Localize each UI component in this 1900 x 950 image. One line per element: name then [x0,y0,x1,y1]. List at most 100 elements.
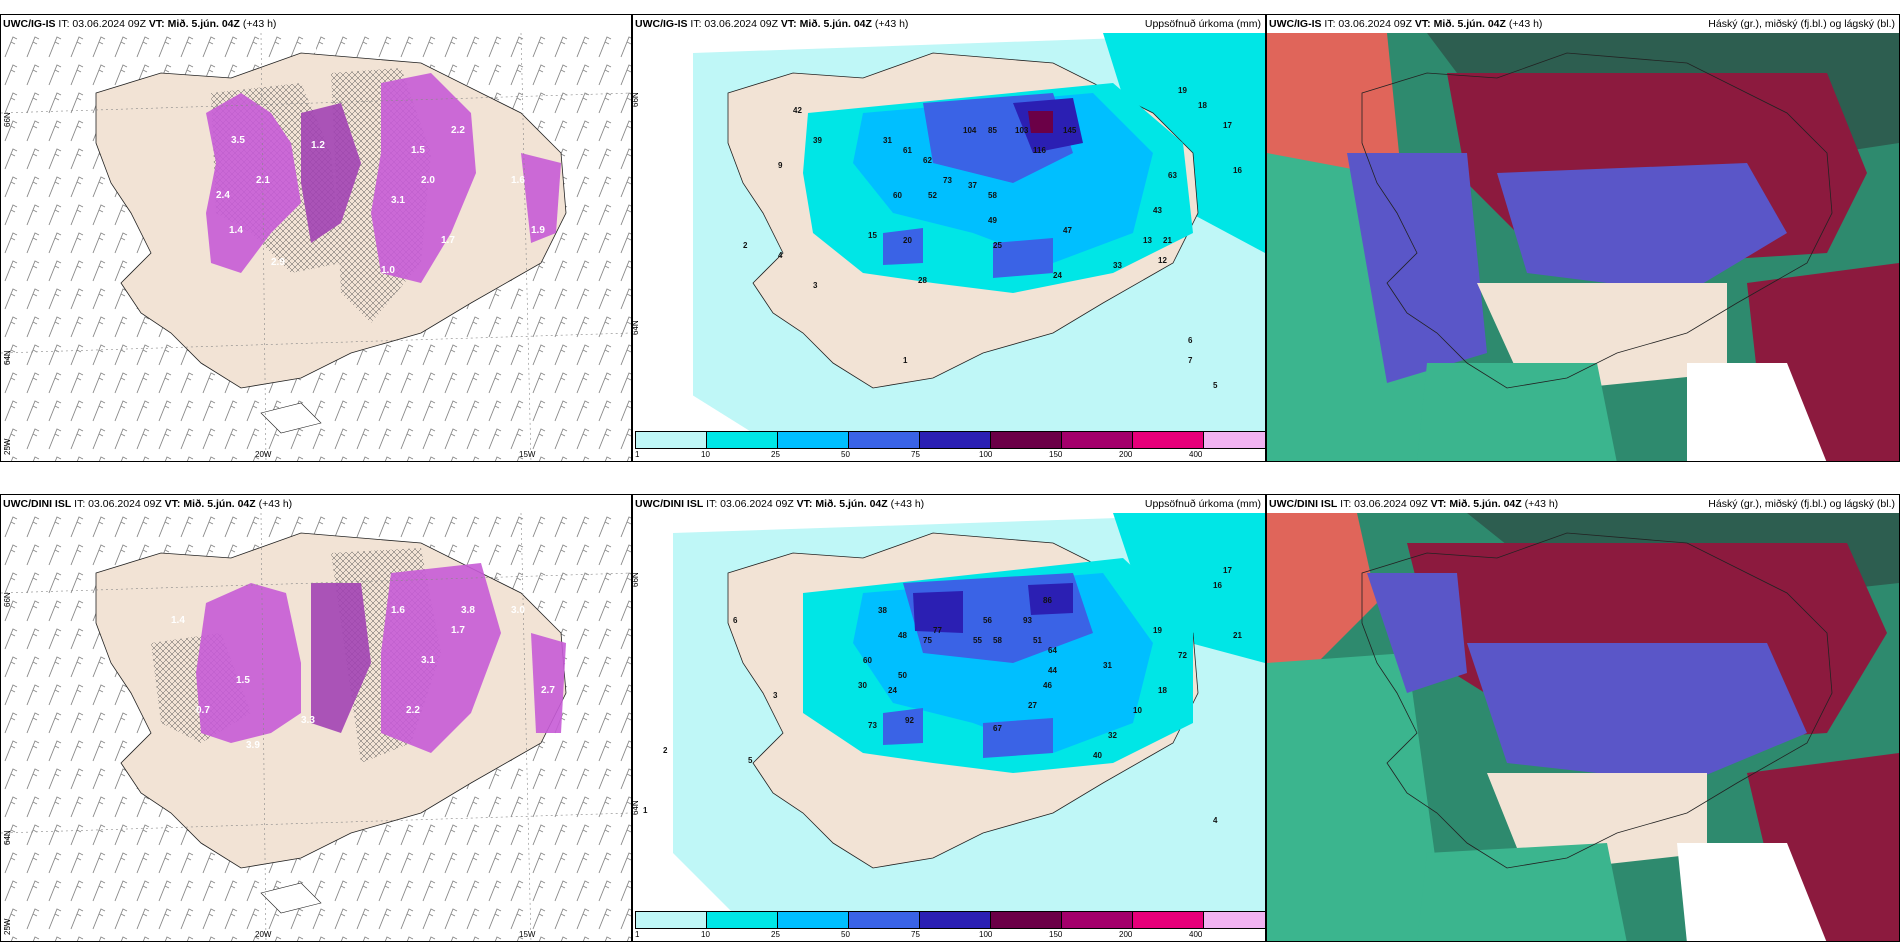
svg-text:1.2: 1.2 [311,140,325,151]
svg-text:6: 6 [733,616,738,625]
svg-text:20: 20 [903,236,912,245]
svg-text:5: 5 [748,756,753,765]
svg-text:55: 55 [973,636,982,645]
iceland-map: 1.4 0.7 1.5 3.3 3.9 2.2 3.1 1.7 3.8 3.0 … [1,513,631,941]
cloud-map [1267,513,1899,941]
svg-text:1.5: 1.5 [236,675,250,686]
svg-text:1.7: 1.7 [451,625,465,636]
svg-text:10: 10 [1133,706,1142,715]
svg-text:50: 50 [898,671,907,680]
svg-text:2: 2 [663,746,668,755]
svg-text:3.9: 3.9 [246,740,260,751]
cloud-map [1267,33,1899,461]
svg-text:3.1: 3.1 [391,195,405,206]
svg-text:2.0: 2.0 [421,175,435,186]
iceland-map: 42 39 31 61 62 104 85 103 145 116 19 18 … [633,33,1265,433]
colorbar-bin [1062,432,1133,448]
svg-text:39: 39 [813,136,822,145]
svg-text:3.1: 3.1 [421,655,435,666]
svg-text:16: 16 [1233,166,1242,175]
svg-text:116: 116 [1033,146,1046,155]
svg-text:145: 145 [1063,126,1077,135]
snow-area [206,93,301,273]
svg-text:3: 3 [813,281,818,290]
svg-text:63: 63 [1168,171,1177,180]
svg-text:19: 19 [1153,626,1162,635]
svg-text:1.4: 1.4 [171,615,185,626]
svg-text:4: 4 [1213,816,1218,825]
svg-text:60: 60 [893,191,902,200]
svg-text:24: 24 [888,686,897,695]
svg-text:33: 33 [1113,261,1122,270]
svg-text:12: 12 [1158,256,1167,265]
svg-text:2.2: 2.2 [451,125,465,136]
svg-text:1.6: 1.6 [511,175,525,186]
colorbar-bin [707,912,778,928]
panel-snow-ig: UWC/IG-IS IT: 03.06.2024 09Z VT: Mið. 5.… [0,14,632,462]
svg-text:17: 17 [1223,121,1232,130]
svg-text:19: 19 [1178,86,1187,95]
svg-text:2: 2 [743,241,748,250]
panel-header: UWC/IG-IS IT: 03.06.2024 09Z VT: Mið. 5.… [635,18,909,30]
svg-text:60: 60 [863,656,872,665]
iceland-map: 3.5 2.1 1.4 2.9 1.0 1.5 2.0 2.2 1.6 3.1 … [1,33,631,461]
svg-text:43: 43 [1153,206,1162,215]
colorbar-bin [1062,912,1133,928]
svg-text:9: 9 [778,161,783,170]
svg-text:0.7: 0.7 [196,705,210,716]
svg-text:4: 4 [778,251,783,260]
svg-text:3.5: 3.5 [231,135,245,146]
svg-text:1.6: 1.6 [391,605,405,616]
colorbar-bin [1133,912,1204,928]
svg-text:40: 40 [1093,751,1102,760]
svg-text:67: 67 [993,724,1002,733]
svg-text:5: 5 [1213,381,1218,390]
svg-text:24: 24 [1053,271,1062,280]
svg-text:2.2: 2.2 [406,705,420,716]
colorbar-bin [849,432,920,448]
svg-text:32: 32 [1108,731,1117,740]
svg-text:37: 37 [968,181,977,190]
colorbar-bin [991,912,1062,928]
svg-text:38: 38 [878,606,887,615]
svg-text:28: 28 [918,276,927,285]
svg-text:7: 7 [1188,356,1193,365]
svg-text:85: 85 [988,126,997,135]
svg-text:27: 27 [1028,701,1037,710]
svg-text:1.7: 1.7 [441,235,455,246]
svg-text:3: 3 [773,691,778,700]
svg-text:2.7: 2.7 [541,685,555,696]
svg-text:21: 21 [1163,236,1172,245]
svg-text:3.8: 3.8 [461,605,475,616]
svg-text:18: 18 [1198,101,1207,110]
svg-text:18: 18 [1158,686,1167,695]
colorbar-bin [707,432,778,448]
svg-text:52: 52 [928,191,937,200]
iceland-map: 17 16 21 38 56 86 77 75 58 55 48 51 50 9… [633,513,1265,913]
svg-text:92: 92 [905,716,914,725]
svg-text:58: 58 [988,191,997,200]
svg-text:1: 1 [643,806,648,815]
svg-text:1: 1 [903,356,908,365]
panel-header: UWC/DINI ISL IT: 03.06.2024 09Z VT: Mið.… [1269,498,1559,510]
panel-header: UWC/DINI ISL IT: 03.06.2024 09Z VT: Mið.… [3,498,293,510]
svg-text:31: 31 [1103,661,1112,670]
svg-text:1.0: 1.0 [381,265,395,276]
svg-text:75: 75 [923,636,932,645]
panel-header: UWC/DINI ISL IT: 03.06.2024 09Z VT: Mið.… [635,498,925,510]
svg-text:1.9: 1.9 [531,225,545,236]
svg-text:42: 42 [793,106,802,115]
svg-text:62: 62 [923,156,932,165]
svg-text:13: 13 [1143,236,1152,245]
svg-text:1.4: 1.4 [229,225,243,236]
svg-text:77: 77 [933,626,942,635]
svg-text:73: 73 [868,721,877,730]
svg-text:25: 25 [993,241,1002,250]
svg-text:3.3: 3.3 [301,715,315,726]
svg-text:6: 6 [1188,336,1193,345]
svg-text:1.5: 1.5 [411,145,425,156]
colorbar-bin [636,912,707,928]
svg-text:56: 56 [983,616,992,625]
svg-text:64: 64 [1048,646,1057,655]
colorbar [635,911,1265,929]
